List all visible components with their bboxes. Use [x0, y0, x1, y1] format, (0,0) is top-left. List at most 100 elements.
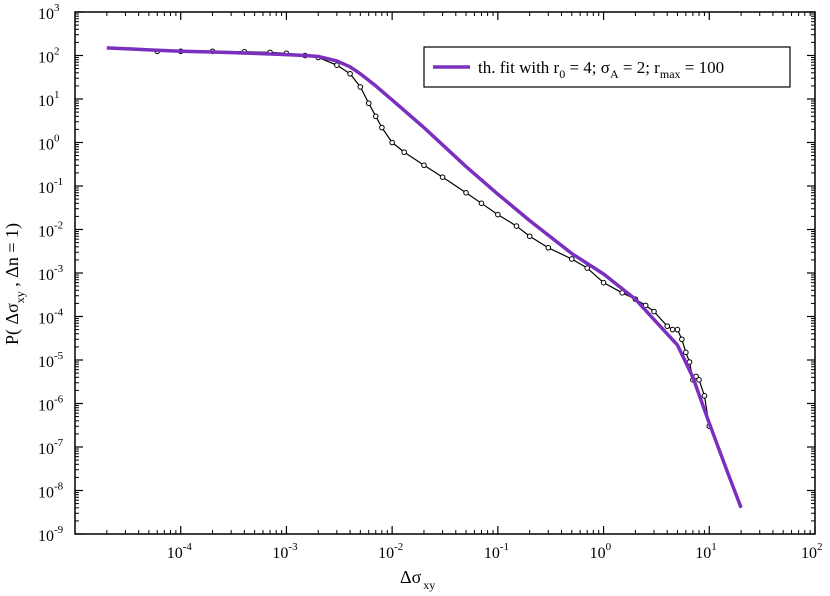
y-tick-label: 10-5: [38, 350, 64, 371]
y-tick-exp: 2: [54, 46, 60, 58]
x-tick-exp: 2: [817, 541, 823, 553]
legend-sub-0: 0: [559, 67, 565, 81]
y-tick-label: 10-1: [38, 176, 63, 197]
y-tick-base: 10: [38, 311, 54, 328]
y-tick-exp: -7: [54, 437, 64, 449]
legend-part-2: = 2; r: [619, 58, 661, 77]
y-tick-label: 102: [38, 46, 60, 67]
y-tick-exp: -2: [54, 220, 63, 232]
y-tick-label: 101: [38, 89, 60, 110]
data-point: [463, 189, 469, 196]
x-tick-label: 10-4: [167, 541, 193, 562]
x-tick-label: 100: [590, 541, 612, 562]
x-tick-base: 10: [167, 545, 183, 562]
y-axis-label-suffix: , Δn = 1): [2, 223, 23, 291]
y-tick-base: 10: [38, 50, 54, 67]
y-tick-label: 103: [38, 2, 60, 23]
y-tick-base: 10: [38, 224, 54, 241]
y-tick-label: 10-9: [38, 524, 64, 545]
y-tick-exp: -6: [54, 394, 64, 406]
y-tick-base: 10: [38, 485, 54, 502]
y-tick-base: 10: [38, 180, 54, 197]
data-point: [439, 174, 446, 180]
y-tick-base: 10: [38, 528, 54, 545]
legend: th. fit with r0 = 4; σA = 2; rmax = 100: [423, 46, 791, 88]
data-point: [334, 62, 340, 68]
y-tick-exp: 0: [54, 133, 60, 145]
x-tick-base: 10: [378, 545, 394, 562]
legend-sub-2: max: [660, 67, 681, 81]
data-point: [372, 113, 379, 120]
x-tick-label: 10-3: [272, 541, 298, 562]
y-tick-exp: -5: [54, 350, 64, 362]
legend-label: th. fit with r0 = 4; σA = 2; rmax = 100: [478, 58, 724, 81]
data-point: [357, 84, 364, 90]
x-tick-exp: -4: [183, 541, 193, 553]
y-tick-base: 10: [38, 354, 54, 371]
x-tick-exp: -2: [394, 541, 403, 553]
ticks-layer: 10-4 10-3 10-2 10-1 100 101 10210-910-810-710-…: [38, 2, 823, 562]
y-tick-base: 10: [38, 6, 54, 23]
legend-box: [423, 46, 791, 88]
y-tick-exp: -8: [54, 481, 64, 493]
data-point: [545, 244, 552, 251]
x-tick-exp: 1: [711, 541, 717, 553]
y-tick-exp: 1: [54, 89, 60, 101]
x-tick-base: 10: [484, 545, 500, 562]
legend-part-1: = 4; σ: [565, 58, 610, 77]
y-tick-label: 10-2: [38, 220, 63, 241]
y-tick-label: 10-7: [38, 437, 64, 458]
y-tick-base: 10: [38, 267, 54, 284]
x-tick-label: 101: [695, 541, 717, 562]
data-point: [347, 70, 353, 77]
x-tick-label: 10-1: [484, 541, 509, 562]
y-axis-label-sub: xy: [13, 291, 27, 303]
data-point: [513, 223, 520, 229]
data-point: [674, 326, 681, 333]
legend-part-3: = 100: [681, 58, 725, 77]
data-point: [526, 233, 533, 240]
x-tick-label: 102: [801, 541, 823, 562]
x-axis-label-sub: xy: [423, 578, 435, 592]
x-tick-base: 10: [272, 545, 288, 562]
data-point: [401, 149, 407, 155]
y-axis-label-prefix: P( Δσ: [2, 303, 23, 345]
x-tick-base: 10: [590, 545, 606, 562]
series-layer: [106, 46, 743, 509]
y-axis-label: P( Δσxy , Δn = 1): [2, 223, 27, 345]
data-point: [683, 349, 689, 356]
x-tick-label: 10-2: [378, 541, 403, 562]
data-point: [664, 323, 671, 329]
data-point: [365, 100, 372, 107]
y-tick-exp: -9: [54, 524, 64, 536]
x-axis-label: Δσ xy: [400, 567, 435, 592]
data-point: [568, 256, 575, 262]
data-point: [701, 393, 708, 399]
data-point: [379, 124, 385, 131]
y-tick-base: 10: [38, 93, 54, 110]
y-tick-label: 10-8: [38, 481, 64, 502]
y-tick-exp: -3: [54, 263, 64, 275]
y-tick-exp: 3: [54, 2, 60, 14]
y-tick-label: 10-6: [38, 394, 64, 415]
y-tick-label: 100: [38, 133, 60, 154]
fit-curve-line: [106, 46, 743, 509]
data-point: [478, 200, 485, 207]
x-tick-exp: -1: [500, 541, 509, 553]
data-point: [679, 336, 685, 343]
data-point: [669, 326, 676, 333]
y-tick-base: 10: [38, 441, 54, 458]
y-tick-base: 10: [38, 137, 54, 154]
x-tick-base: 10: [801, 545, 817, 562]
data-point: [389, 139, 395, 146]
x-axis-label-main: Δσ: [400, 567, 422, 587]
x-tick-exp: 0: [606, 541, 612, 553]
data-point: [651, 308, 657, 315]
data-point: [696, 377, 702, 383]
data-point: [600, 279, 607, 286]
y-tick-exp: -4: [54, 307, 64, 319]
x-tick-base: 10: [695, 545, 711, 562]
data-point: [495, 211, 501, 218]
